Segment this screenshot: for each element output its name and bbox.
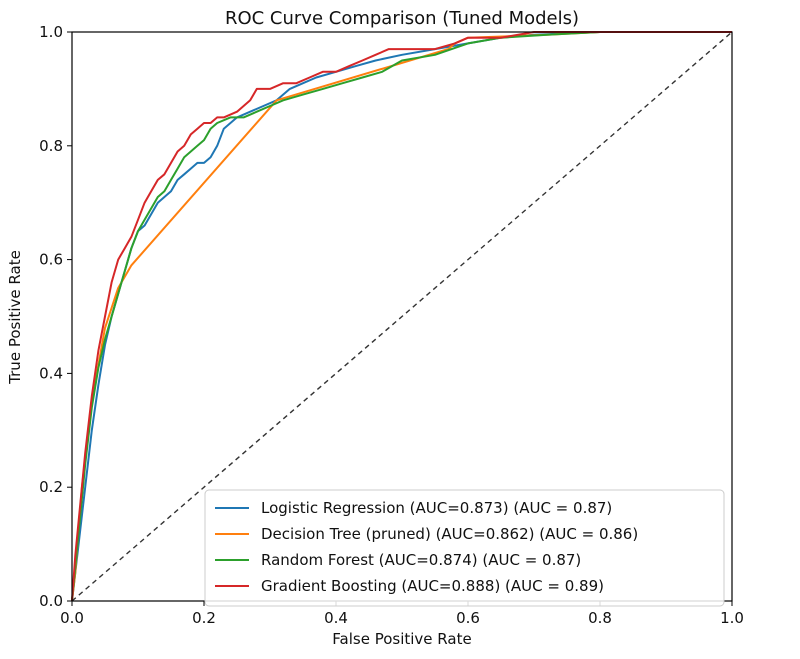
y-tick-label: 0.6	[39, 251, 63, 269]
chart-title: ROC Curve Comparison (Tuned Models)	[225, 8, 579, 29]
y-tick-label: 0.2	[39, 478, 63, 496]
x-tick-label: 0.2	[192, 609, 216, 627]
legend: Logistic Regression (AUC=0.873) (AUC = 0…	[204, 489, 725, 607]
x-tick-label: 0.8	[588, 609, 612, 627]
legend-label: Decision Tree (pruned) (AUC=0.862) (AUC …	[261, 525, 638, 543]
y-axis-label: True Positive Rate	[6, 250, 24, 385]
y-tick-label: 0.4	[39, 364, 63, 382]
series-line-2	[71, 31, 732, 602]
y-tick-label: 0.0	[39, 592, 63, 610]
axis-ticks: 0.0 0.2 0.4 0.6 0.8 1.0 0.0 0.2 0.4 0.6 0.8 1.0	[39, 23, 744, 627]
x-tick-label: 0.6	[456, 609, 480, 627]
legend-label: Gradient Boosting (AUC=0.888) (AUC = 0.8…	[261, 577, 604, 595]
x-tick-label: 0.0	[60, 609, 84, 627]
x-tick-label: 0.4	[324, 609, 348, 627]
x-axis-label: False Positive Rate	[332, 630, 471, 648]
x-tick-label: 1.0	[720, 609, 744, 627]
series-line-0	[71, 31, 732, 602]
legend-label: Logistic Regression (AUC=0.873) (AUC = 0…	[261, 499, 612, 517]
legend-box	[204, 489, 725, 607]
y-tick-label: 0.8	[39, 137, 63, 155]
chance-diagonal-line	[71, 31, 733, 602]
plot-area	[71, 31, 733, 602]
legend-label: Random Forest (AUC=0.874) (AUC = 0.87)	[261, 551, 581, 569]
y-tick-label: 1.0	[39, 23, 63, 41]
series-line-3	[71, 31, 732, 602]
